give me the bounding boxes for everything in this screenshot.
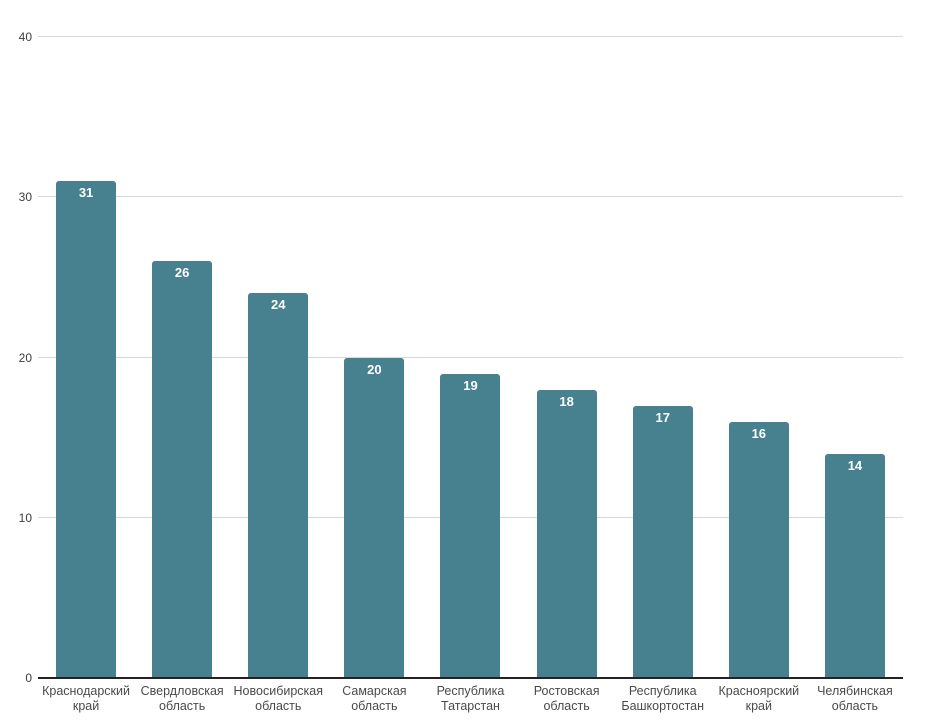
y-axis-tick-label: 10 (18, 510, 32, 525)
y-axis-tick-label: 30 (18, 190, 32, 205)
x-axis-category-label: Краснодарский край (42, 684, 130, 713)
x-axis-line (38, 677, 903, 679)
bar-band: 20 (326, 37, 422, 678)
x-axis-category-label: Ростовская область (533, 684, 600, 713)
bar-value-label: 16 (751, 425, 767, 441)
bars-row: 31 26 24 20 19 18 17 16 14 (38, 37, 903, 678)
bar-band: 31 (38, 37, 134, 678)
y-axis: 0 10 20 30 40 (0, 31, 32, 684)
bar-value-label: 31 (78, 185, 94, 201)
x-axis-category-label: Челябинская область (817, 684, 893, 713)
gridline (38, 356, 903, 358)
x-axis-category-label: Новосибирская область (233, 684, 324, 713)
bar-value-label: 19 (463, 377, 478, 393)
x-axis-labels: Краснодарский край Свердловская область Но… (38, 684, 903, 714)
bar-band: 17 (615, 37, 711, 678)
bar[interactable]: 17 (632, 405, 693, 678)
x-axis-category-label: Республика Башкортостан (621, 684, 705, 713)
x-axis-category-label: Красноярский край (718, 684, 800, 713)
bar-band: 24 (230, 37, 326, 678)
bar[interactable]: 14 (824, 453, 885, 678)
y-axis-tick-label: 40 (18, 30, 32, 44)
bar-value-label: 24 (271, 297, 286, 313)
bar-band: 16 (711, 37, 807, 678)
bar-value-label: 26 (174, 265, 190, 281)
bar[interactable]: 16 (728, 421, 789, 678)
bar[interactable]: 20 (344, 357, 405, 678)
bar[interactable]: 18 (536, 389, 597, 678)
bar-band: 14 (807, 37, 903, 678)
bar[interactable]: 31 (56, 181, 117, 678)
x-axis-category-label: Свердловская область (140, 684, 224, 713)
gridline (38, 36, 903, 37)
gridline (38, 196, 903, 198)
bar-band: 19 (422, 37, 518, 678)
bar[interactable]: 24 (248, 293, 309, 678)
x-axis-category-label: Республика Татарстан (436, 684, 505, 713)
x-axis-category-label: Самарская область (342, 684, 407, 713)
bar-value-label: 20 (367, 361, 382, 377)
bar[interactable]: 19 (440, 373, 501, 678)
bar-value-label: 18 (559, 393, 574, 409)
plot-area: 31 26 24 20 19 18 17 16 14 (38, 36, 903, 678)
bar[interactable]: 26 (152, 261, 213, 678)
bar-band: 18 (519, 37, 615, 678)
y-axis-tick-label: 0 (25, 671, 32, 685)
bar-band: 26 (134, 37, 230, 678)
bar-value-label: 17 (655, 409, 670, 425)
y-axis-tick-label: 20 (18, 350, 32, 365)
bar-value-label: 14 (847, 457, 863, 473)
